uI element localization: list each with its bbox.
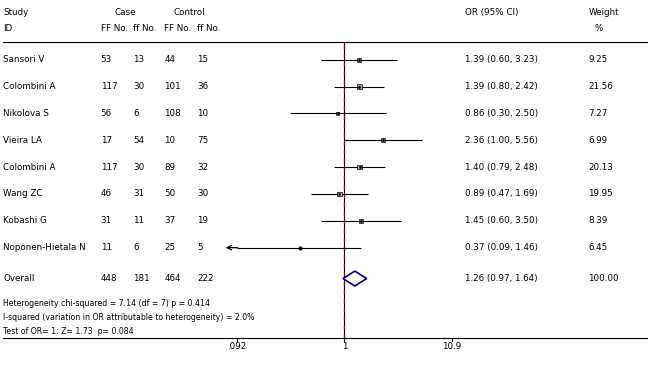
Text: 50: 50: [164, 189, 176, 198]
Text: 25: 25: [164, 243, 176, 252]
Text: Kobashi G: Kobashi G: [3, 216, 47, 225]
Text: ff No.: ff No.: [197, 24, 220, 33]
Text: ID: ID: [3, 24, 12, 33]
Text: 11: 11: [101, 243, 112, 252]
Bar: [382, 138, 385, 142]
Text: 30: 30: [133, 82, 144, 91]
Text: Wang ZC: Wang ZC: [3, 189, 43, 198]
Text: FF No.: FF No.: [101, 24, 128, 33]
Text: Overall: Overall: [3, 274, 34, 283]
Text: Study: Study: [3, 8, 29, 17]
Text: FF No.: FF No.: [164, 24, 192, 33]
Text: 108: 108: [164, 109, 181, 118]
Text: 1.45 (0.60, 3.50): 1.45 (0.60, 3.50): [465, 216, 538, 225]
Text: 1: 1: [342, 342, 347, 351]
Text: 89: 89: [164, 163, 176, 172]
Text: Test of OR= 1: Z= 1.73  p= 0.084: Test of OR= 1: Z= 1.73 p= 0.084: [3, 327, 134, 336]
Text: Weight: Weight: [588, 8, 619, 17]
Text: 31: 31: [101, 216, 112, 225]
Text: 46: 46: [101, 189, 112, 198]
Text: 31: 31: [133, 189, 144, 198]
Text: 1.40 (0.79, 2.48): 1.40 (0.79, 2.48): [465, 163, 538, 172]
Text: 15: 15: [197, 55, 208, 64]
Text: 0.37 (0.09, 1.46): 0.37 (0.09, 1.46): [465, 243, 538, 252]
Text: 7.27: 7.27: [588, 109, 608, 118]
Bar: [359, 219, 363, 223]
Text: Nikolova S: Nikolova S: [3, 109, 49, 118]
Text: Vieira LA: Vieira LA: [3, 136, 42, 145]
Text: Sansori V: Sansori V: [3, 55, 45, 64]
Text: 10.9: 10.9: [442, 342, 462, 351]
Text: 6.99: 6.99: [588, 136, 607, 145]
Text: 5: 5: [197, 243, 203, 252]
Text: 8.39: 8.39: [588, 216, 608, 225]
Text: OR (95% CI): OR (95% CI): [465, 8, 518, 17]
Text: 2.36 (1.00, 5.56): 2.36 (1.00, 5.56): [465, 136, 538, 145]
Text: 181: 181: [133, 274, 150, 283]
Text: 1.39 (0.60, 3.23): 1.39 (0.60, 3.23): [465, 55, 538, 64]
Bar: [358, 58, 361, 62]
Bar: [358, 165, 362, 169]
Text: Colombini A: Colombini A: [3, 163, 56, 172]
Text: 30: 30: [133, 163, 144, 172]
Text: 10: 10: [197, 109, 208, 118]
Polygon shape: [343, 271, 367, 286]
Text: 6.45: 6.45: [588, 243, 608, 252]
Text: .092: .092: [227, 342, 247, 351]
Text: Colombini A: Colombini A: [3, 82, 56, 91]
Text: Noponen-Hietala N: Noponen-Hietala N: [3, 243, 86, 252]
Text: 6: 6: [133, 109, 138, 118]
Text: 19: 19: [197, 216, 208, 225]
Bar: [357, 84, 361, 89]
Text: I-squared (variation in OR attributable to heterogeneity) = 2.0%: I-squared (variation in OR attributable …: [3, 313, 255, 322]
Text: 0.89 (0.47, 1.69): 0.89 (0.47, 1.69): [465, 189, 538, 198]
Text: 13: 13: [133, 55, 144, 64]
Text: 75: 75: [197, 136, 208, 145]
Text: 30: 30: [197, 189, 208, 198]
Text: 1.39 (0.80, 2.42): 1.39 (0.80, 2.42): [465, 82, 538, 91]
Text: 101: 101: [164, 82, 181, 91]
Text: Case: Case: [114, 8, 136, 17]
Text: 54: 54: [133, 136, 144, 145]
Text: 6: 6: [133, 243, 138, 252]
Text: 20.13: 20.13: [588, 163, 613, 172]
Text: 100.00: 100.00: [588, 274, 619, 283]
Text: ff No.: ff No.: [133, 24, 157, 33]
Text: 11: 11: [133, 216, 144, 225]
Text: 37: 37: [164, 216, 176, 225]
Text: 1.26 (0.97, 1.64): 1.26 (0.97, 1.64): [465, 274, 538, 283]
Text: 21.56: 21.56: [588, 82, 613, 91]
Text: 17: 17: [101, 136, 112, 145]
Text: 56: 56: [101, 109, 112, 118]
Text: 117: 117: [101, 82, 118, 91]
Text: 448: 448: [101, 274, 118, 283]
Text: 9.25: 9.25: [588, 55, 608, 64]
Text: 36: 36: [197, 82, 208, 91]
Text: 222: 222: [197, 274, 213, 283]
Text: 32: 32: [197, 163, 208, 172]
Text: 19.95: 19.95: [588, 189, 613, 198]
Text: 0.86 (0.30, 2.50): 0.86 (0.30, 2.50): [465, 109, 538, 118]
Text: 464: 464: [164, 274, 181, 283]
Text: Heterogeneity chi-squared = 7.14 (df = 7) p = 0.414: Heterogeneity chi-squared = 7.14 (df = 7…: [3, 299, 210, 308]
Text: 10: 10: [164, 136, 176, 145]
Text: 44: 44: [164, 55, 176, 64]
Text: %: %: [595, 24, 603, 33]
Bar: [337, 192, 341, 196]
Text: Control: Control: [173, 8, 205, 17]
Text: 53: 53: [101, 55, 112, 64]
Bar: [336, 112, 339, 115]
Text: 117: 117: [101, 163, 118, 172]
